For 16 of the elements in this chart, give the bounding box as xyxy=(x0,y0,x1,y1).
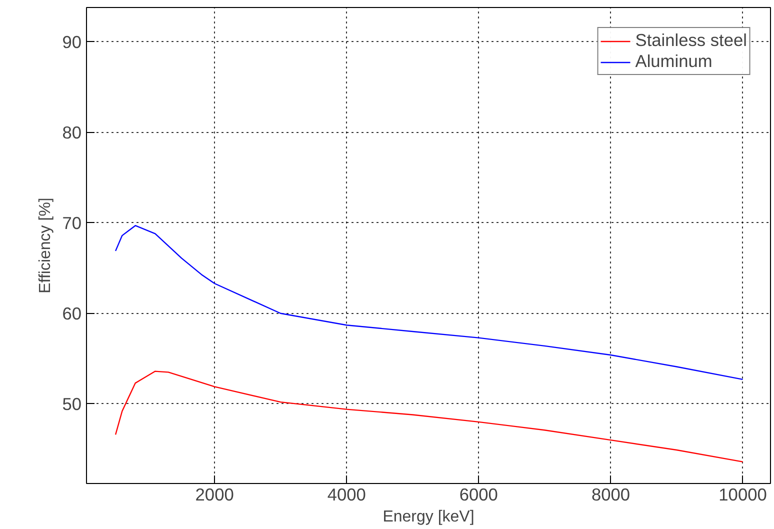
x-tick-label: 8000 xyxy=(591,484,630,504)
line-series xyxy=(114,370,744,462)
y-tick-label: 50 xyxy=(62,394,82,414)
legend-label: Aluminum xyxy=(635,51,712,72)
legend-label: Stainless steel xyxy=(635,30,747,51)
line-series xyxy=(114,224,744,380)
y-tick-label: 70 xyxy=(62,212,82,233)
x-tick-label: 4000 xyxy=(327,484,366,504)
y-tick-label: 90 xyxy=(62,32,82,52)
x-tick-label: 2000 xyxy=(195,484,234,504)
x-tick-label: 10000 xyxy=(718,484,767,504)
x-tick-label: 6000 xyxy=(459,484,498,504)
x-axis-title: Energy [keV] xyxy=(382,508,474,526)
y-axis-title: Efficiency [%] xyxy=(37,198,54,294)
y-tick-label: 60 xyxy=(62,303,82,324)
y-tick-label: 80 xyxy=(62,122,82,142)
